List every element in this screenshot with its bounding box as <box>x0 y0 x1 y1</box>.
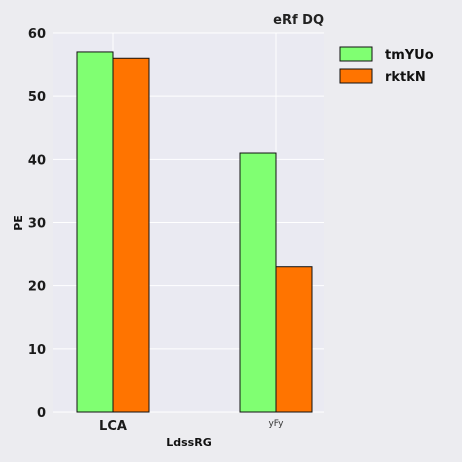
y-tick-label: 10 <box>28 343 46 358</box>
x-tick-label: LCA <box>99 419 127 434</box>
legend-label: rktkN <box>385 70 426 85</box>
y-tick-label: 60 <box>28 27 46 42</box>
bar-rktkN-LCA <box>112 57 150 413</box>
y-axis-ticks: 0 10 20 30 40 50 60 <box>28 27 46 421</box>
y-tick-label: 20 <box>28 280 46 295</box>
chart-title: eRf DQ <box>273 13 324 28</box>
bars <box>76 51 313 413</box>
legend-swatch <box>339 46 373 62</box>
y-tick-label: 0 <box>37 406 46 421</box>
y-axis-label: PE <box>12 215 25 231</box>
bar-rktkN-yFy <box>275 266 313 413</box>
y-tick-label: 40 <box>28 153 46 168</box>
legend-label: tmYUo <box>385 48 434 63</box>
y-tick-label: 30 <box>28 217 46 232</box>
x-tick-label: yFy <box>268 419 284 429</box>
x-axis-label: LdssRG <box>166 436 211 449</box>
y-tick-label: 50 <box>28 90 46 105</box>
x-axis-ticks: LCA yFy <box>99 419 284 434</box>
bar-tmYUo-yFy <box>239 152 277 413</box>
bar-tmYUo-LCA <box>76 51 114 413</box>
legend: tmYUo rktkN <box>339 46 434 85</box>
legend-swatch <box>339 68 373 84</box>
